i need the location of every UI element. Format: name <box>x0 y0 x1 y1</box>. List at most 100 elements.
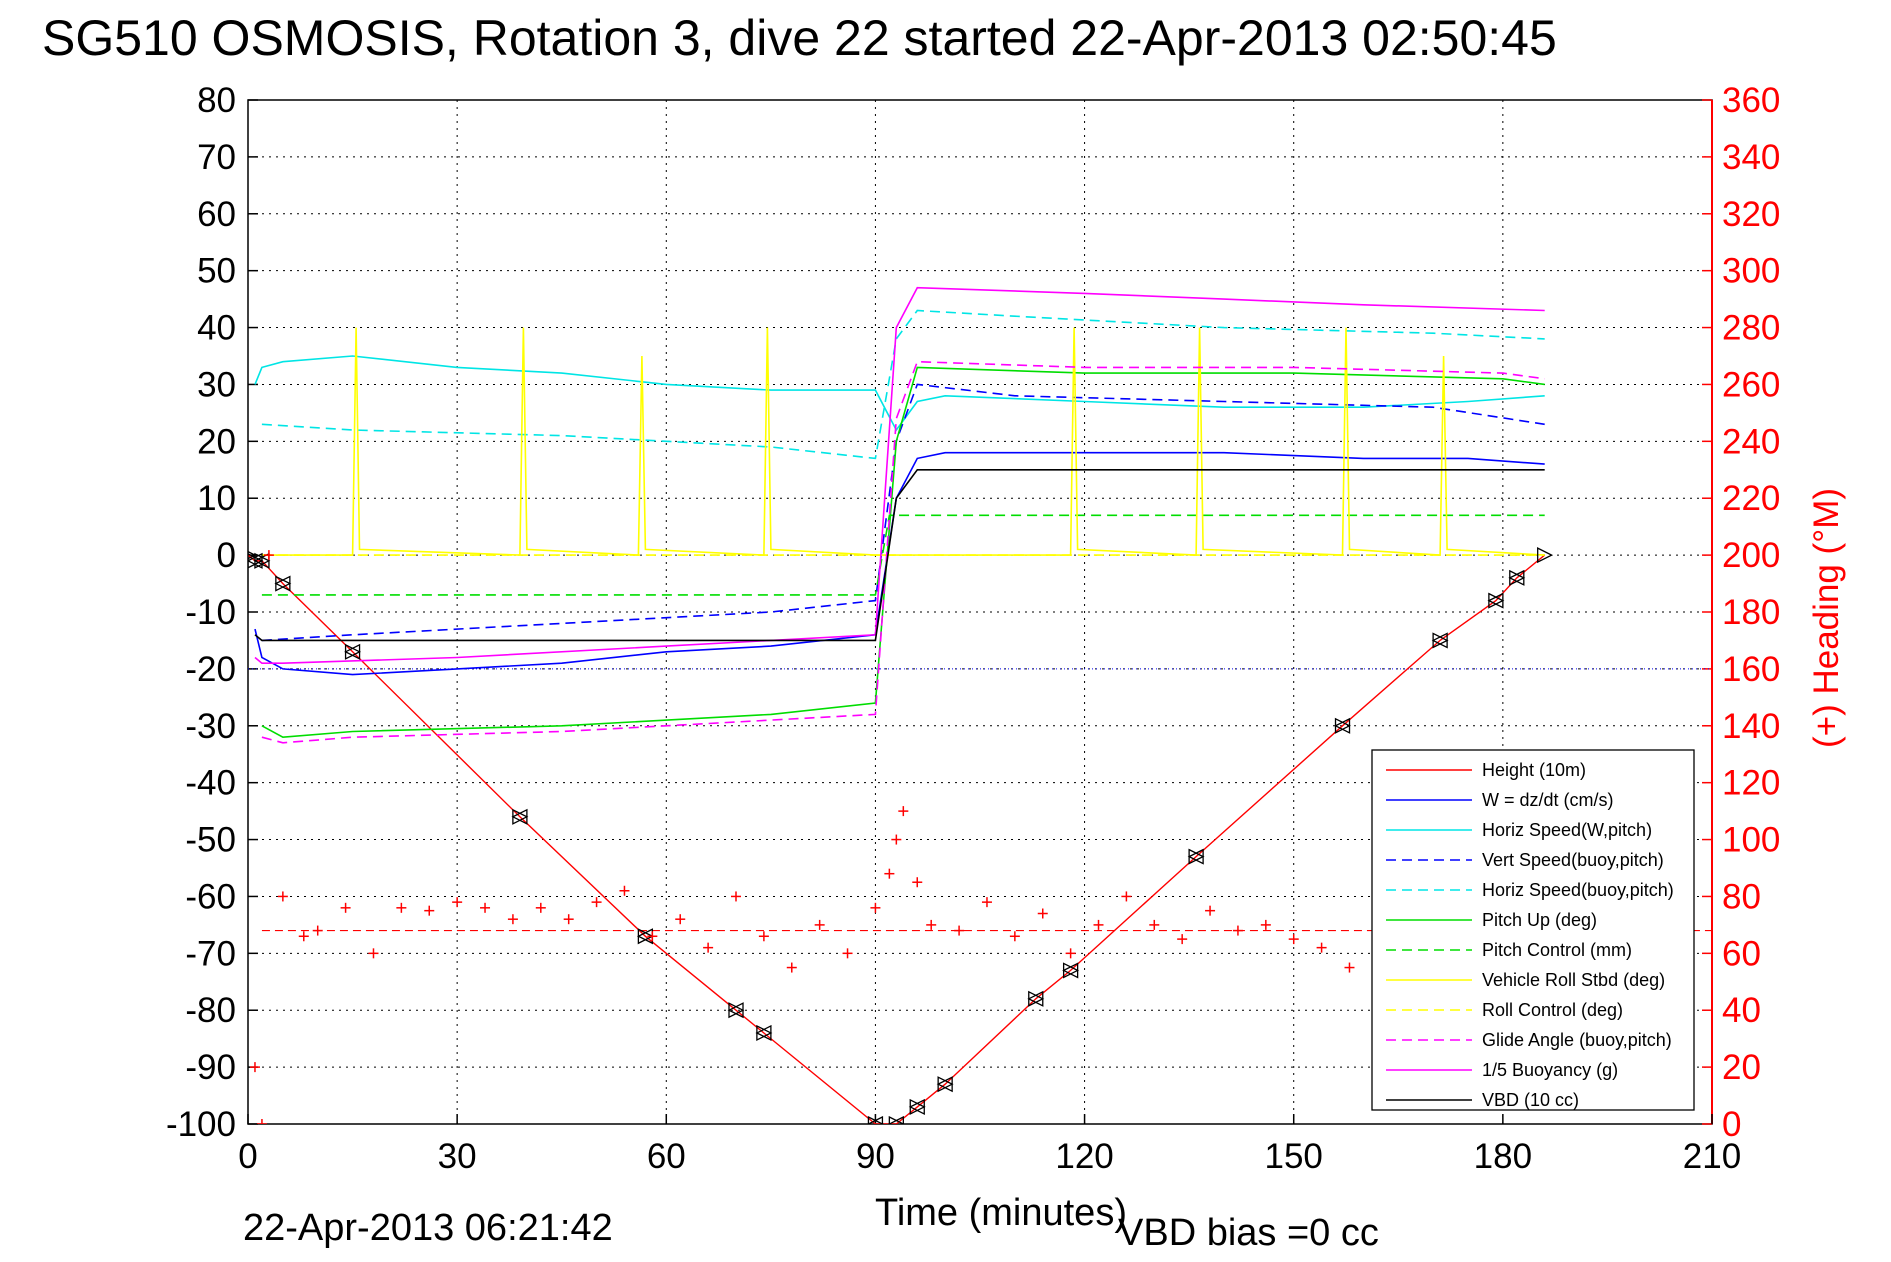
heading-point <box>884 868 895 879</box>
x-axis-label: Time (minutes) <box>875 1192 1127 1234</box>
heading-point <box>814 919 825 930</box>
y-tick-label: -40 <box>185 764 236 803</box>
legend: Height (10m) W = dz/dt (cm/s) Horiz Speed(… <box>1371 749 1695 1111</box>
heading-point <box>954 925 965 936</box>
legend-entry: Horiz Speed(buoy,pitch) <box>1482 880 1674 900</box>
height-marker <box>755 1024 772 1042</box>
heading-point <box>452 897 463 908</box>
height-marker <box>1537 547 1554 564</box>
height-marker <box>1027 990 1044 1007</box>
heading-point <box>842 948 853 959</box>
y-tick-label: 50 <box>197 252 236 291</box>
height-marker <box>866 1115 884 1124</box>
legend-entry: 1/5 Buoyancy (g) <box>1482 1060 1618 1080</box>
height-marker <box>887 1115 904 1124</box>
x-tick-label: 150 <box>1265 1137 1323 1176</box>
y-tick-label: -10 <box>185 593 236 632</box>
legend-entry: Horiz Speed(W,pitch) <box>1482 820 1652 840</box>
right-tick-label: 140 <box>1722 707 1780 746</box>
heading-point <box>298 931 309 942</box>
heading-point <box>1037 908 1048 919</box>
heading-point <box>535 902 546 913</box>
series-line <box>261 360 1545 744</box>
y-tick-label: -80 <box>185 991 236 1030</box>
height-marker <box>511 808 528 825</box>
series-line <box>254 355 1545 432</box>
right-tick-label: 220 <box>1722 479 1780 518</box>
height-marker <box>253 552 270 569</box>
heading-point <box>870 902 881 913</box>
plot-area: 80706050403020100-10-20-30-40-50-60-70-8… <box>166 81 1780 1176</box>
y-tick-label: -20 <box>185 650 236 689</box>
legend-entry: Pitch Control (mm) <box>1482 940 1632 960</box>
height-marker <box>344 643 361 660</box>
heading-point <box>368 948 379 959</box>
y-tick-label: -70 <box>185 934 236 973</box>
legend-box <box>1371 749 1695 1111</box>
height-marker <box>274 575 291 592</box>
footer-date: 22-Apr-2013 06:21:42 <box>243 1207 613 1249</box>
legend-entry: Roll Control (deg) <box>1482 1000 1623 1020</box>
right-tick-label: 200 <box>1722 536 1780 575</box>
heading-point <box>312 925 323 936</box>
right-tick-label: 320 <box>1722 195 1780 234</box>
heading-point <box>1177 934 1188 945</box>
right-tick-label: 80 <box>1722 877 1761 916</box>
heading-point <box>786 962 797 973</box>
heading-point <box>507 914 518 925</box>
right-axis-label: (+) Heading (°M) <box>1807 488 1846 748</box>
height-marker <box>908 1098 925 1115</box>
right-tick-label: 300 <box>1722 252 1780 291</box>
y-tick-label: 60 <box>197 195 236 234</box>
right-tick-label: 260 <box>1722 365 1780 404</box>
legend-entry: VBD (10 cc) <box>1482 1090 1579 1110</box>
x-tick-label: 210 <box>1683 1137 1741 1176</box>
heading-point <box>256 1119 267 1124</box>
heading-point <box>703 942 714 953</box>
y-tick-label: -90 <box>185 1048 236 1087</box>
heading-point <box>396 902 407 913</box>
right-tick-label: 60 <box>1722 934 1761 973</box>
heading-point <box>424 905 435 916</box>
series-line <box>254 286 1545 665</box>
legend-entry: Height (10m) <box>1482 760 1586 780</box>
right-tick-label: 160 <box>1722 650 1780 689</box>
heading-point <box>619 885 630 896</box>
heading-point <box>898 806 909 817</box>
heading-point <box>647 931 658 942</box>
right-tick-label: 0 <box>1722 1105 1741 1144</box>
heading-point <box>1009 931 1020 942</box>
heading-point <box>1205 905 1216 916</box>
right-tick-label: 100 <box>1722 821 1780 860</box>
heading-point <box>891 834 902 845</box>
heading-point <box>1288 934 1299 945</box>
right-tick-label: 360 <box>1722 81 1780 120</box>
height-marker <box>1334 717 1351 734</box>
height-marker <box>1431 632 1448 649</box>
legend-entry: Pitch Up (deg) <box>1482 910 1597 930</box>
height-marker <box>936 1076 953 1093</box>
y-tick-label: 10 <box>197 479 236 518</box>
right-tick-label: 20 <box>1722 1048 1761 1087</box>
heading-point <box>249 1062 260 1073</box>
heading-point <box>675 914 686 925</box>
heading-point <box>912 877 923 888</box>
series-line <box>261 327 1545 556</box>
heading-point <box>1149 919 1160 930</box>
right-tick-label: 180 <box>1722 593 1780 632</box>
heading-point <box>563 914 574 925</box>
heading-point <box>480 902 491 913</box>
y-tick-label: 0 <box>217 536 236 575</box>
heading-point <box>758 931 769 942</box>
right-tick-label: 240 <box>1722 422 1780 461</box>
series-group <box>248 286 1712 1124</box>
height-marker <box>1508 569 1525 586</box>
x-tick-label: 30 <box>438 1137 477 1176</box>
legend-entry: Vehicle Roll Stbd (deg) <box>1482 970 1665 990</box>
heading-point <box>1344 962 1355 973</box>
series-line <box>254 468 1545 642</box>
footer-note: VBD bias =0 cc <box>1118 1212 1379 1254</box>
y-tick-label: -50 <box>185 821 236 860</box>
heading-point <box>1316 942 1327 953</box>
